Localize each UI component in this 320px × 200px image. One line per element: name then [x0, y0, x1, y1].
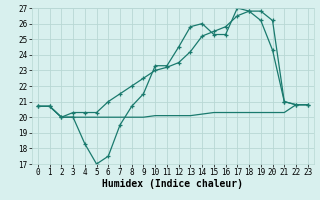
- X-axis label: Humidex (Indice chaleur): Humidex (Indice chaleur): [102, 179, 243, 189]
